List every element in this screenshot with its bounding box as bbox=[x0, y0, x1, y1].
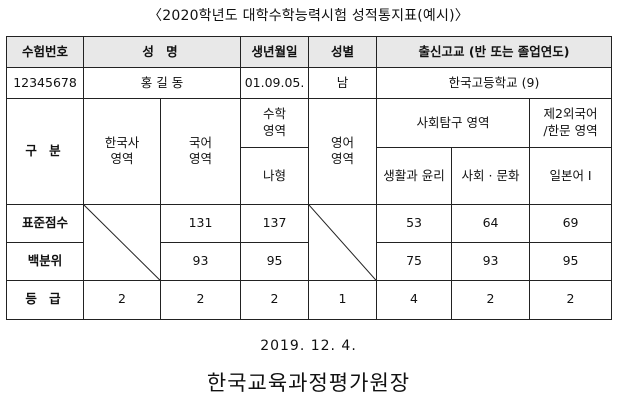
standard-score-label: 표준점수 bbox=[6, 203, 84, 243]
exam-number-value: 12345678 bbox=[6, 67, 84, 100]
grade-korean-history: 2 bbox=[83, 279, 161, 321]
report-title: 〈2020학년도 대학수학능력시험 성적통지표(예시)〉 bbox=[148, 8, 469, 24]
math-type: 나형 bbox=[240, 147, 310, 205]
standard-score-math: 137 bbox=[240, 203, 310, 243]
social-subject-1: 생활과 윤리 bbox=[376, 147, 453, 205]
grade-social-2: 2 bbox=[451, 279, 531, 321]
percentile-korean: 93 bbox=[159, 241, 242, 281]
name-value: 홍 길 동 bbox=[82, 67, 242, 100]
foreign-subject-name: 일본어 Ⅰ bbox=[529, 147, 613, 205]
gender-header: 성별 bbox=[308, 35, 378, 69]
percentile-social-2: 93 bbox=[451, 241, 531, 281]
percentile-label: 백분위 bbox=[6, 241, 84, 281]
social-subject-2: 사회 · 문화 bbox=[451, 147, 531, 205]
exam-number-header: 수험번호 bbox=[6, 35, 84, 69]
birth-date-value: 01.09.05. bbox=[240, 67, 310, 100]
grade-korean: 2 bbox=[159, 279, 242, 321]
diagonal-line bbox=[84, 205, 160, 280]
score-report-table: 수험번호 성 명 생년월일 성별 출신고교 (반 또는 졸업연도) 123456… bbox=[6, 35, 613, 321]
standard-score-foreign: 69 bbox=[529, 203, 613, 243]
korean-history-empty-cell bbox=[83, 203, 161, 281]
korean-subject: 국어 영역 bbox=[159, 98, 242, 205]
grade-math: 2 bbox=[240, 279, 310, 321]
percentile-math: 95 bbox=[240, 241, 310, 281]
english-subject: 영어 영역 bbox=[308, 98, 378, 205]
math-subject: 수학 영역 bbox=[240, 98, 310, 149]
name-header: 성 명 bbox=[82, 35, 242, 69]
diagonal-line bbox=[309, 205, 376, 280]
standard-score-social-1: 53 bbox=[376, 203, 453, 243]
grade-social-1: 4 bbox=[376, 279, 453, 321]
category-label: 구 분 bbox=[6, 98, 84, 205]
standard-score-korean: 131 bbox=[159, 203, 242, 243]
percentile-social-1: 75 bbox=[376, 241, 453, 281]
issue-date: 2019. 12. 4. bbox=[260, 338, 357, 354]
school-header: 출신고교 (반 또는 졸업연도) bbox=[376, 35, 613, 69]
percentile-foreign: 95 bbox=[529, 241, 613, 281]
grade-english: 1 bbox=[308, 279, 378, 321]
birth-date-header: 생년월일 bbox=[240, 35, 310, 69]
foreign-subject: 제2외국어 /한문 영역 bbox=[529, 98, 613, 149]
grade-label: 등 급 bbox=[6, 279, 84, 321]
english-empty-cell bbox=[308, 203, 378, 281]
social-subject: 사회탐구 영역 bbox=[376, 98, 531, 149]
issuer-name: 한국교육과정평가원장 bbox=[206, 371, 411, 395]
korean-history-subject: 한국사 영역 bbox=[83, 98, 161, 205]
grade-foreign: 2 bbox=[529, 279, 613, 321]
gender-value: 남 bbox=[308, 67, 378, 100]
standard-score-social-2: 64 bbox=[451, 203, 531, 243]
school-value: 한국고등학교 (9) bbox=[376, 67, 613, 100]
